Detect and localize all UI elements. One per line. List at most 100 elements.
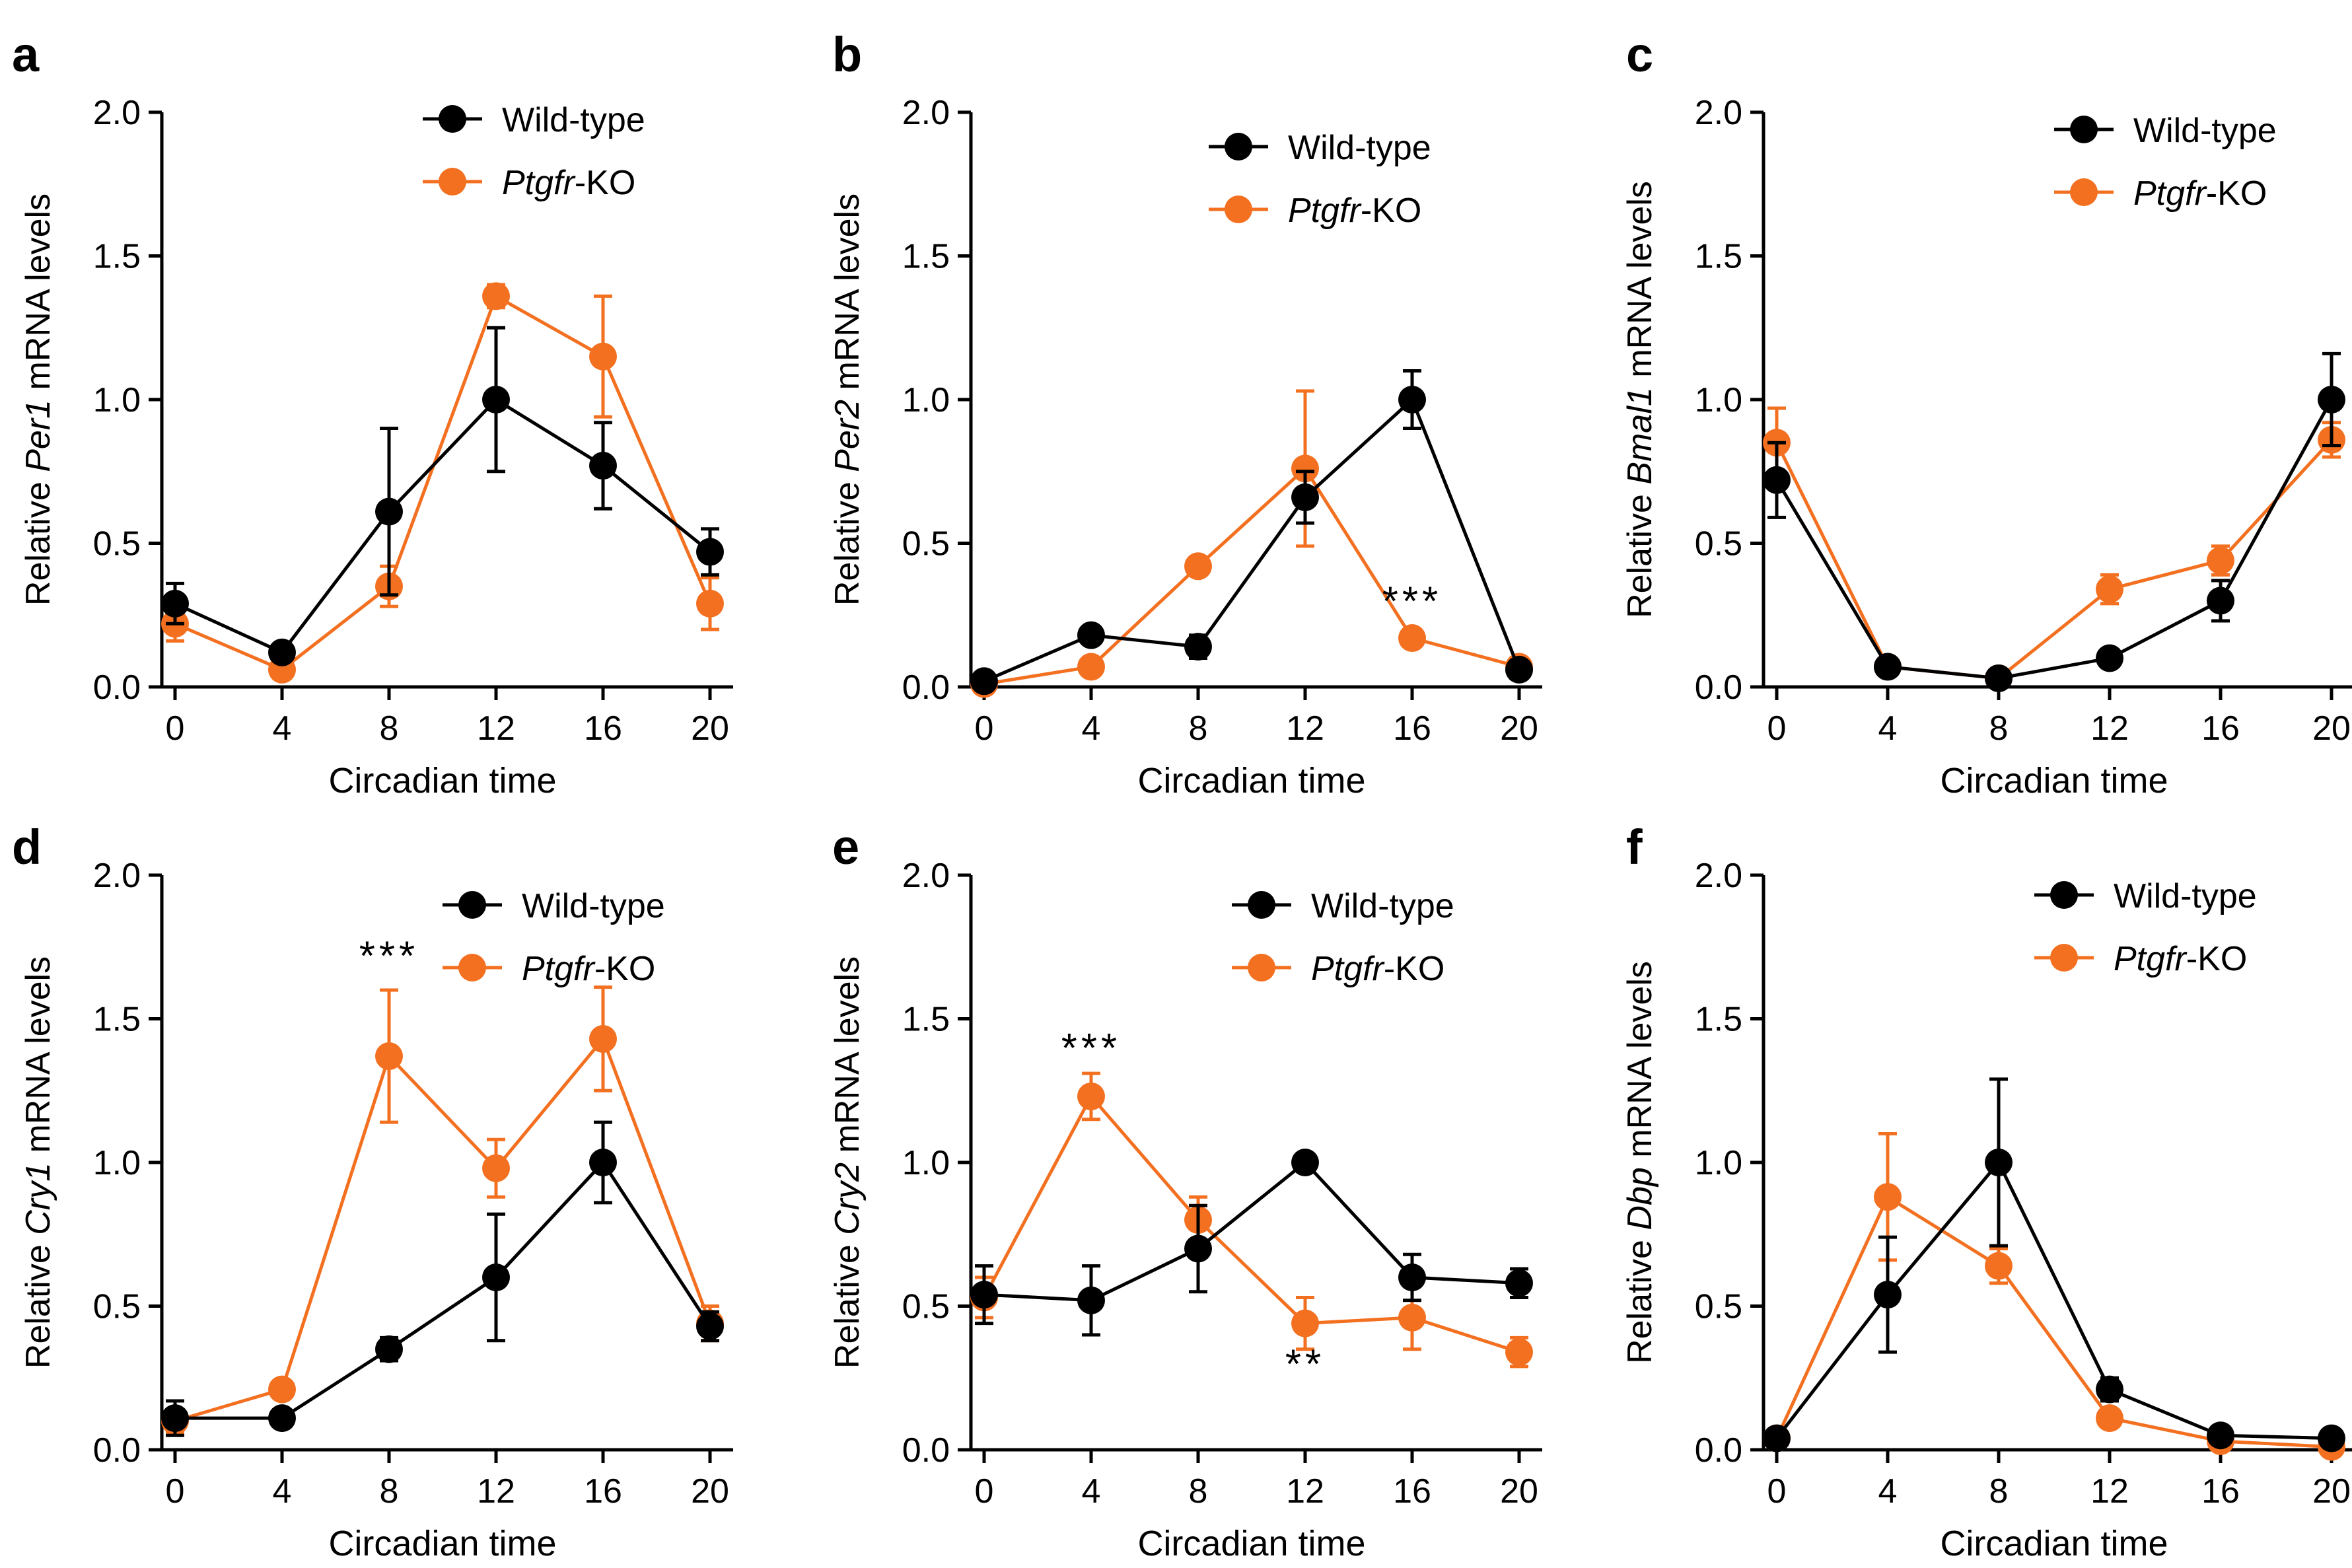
data-point xyxy=(2318,1424,2345,1452)
legend-label: Wild-type xyxy=(1288,129,1431,167)
y-tick-label: 0.5 xyxy=(1695,1288,1742,1326)
data-point xyxy=(1077,1082,1105,1110)
data-point xyxy=(589,452,617,480)
y-tick-label: 1.0 xyxy=(902,381,950,419)
data-point xyxy=(1398,386,1426,413)
y-tick-label: 1.5 xyxy=(902,238,950,276)
x-tick-label: 16 xyxy=(1393,709,1431,748)
y-tick-label: 0.5 xyxy=(1695,525,1742,563)
legend-label: Wild-type xyxy=(2133,112,2277,150)
x-tick-label: 12 xyxy=(2090,709,2129,748)
panel-d: d 0.0 0.5 1.0 1.5 2.0 0 4 8 12 16 20 Circadian time R… xyxy=(12,820,733,1563)
x-axis-label: Circadian time xyxy=(1940,1524,2168,1563)
y-tick-label: 1.0 xyxy=(93,1144,141,1182)
series-line xyxy=(1775,1195,2332,1449)
panel-letter: c xyxy=(1626,27,1653,82)
y-tick-label: 0.0 xyxy=(93,668,141,707)
x-tick-label: 20 xyxy=(2312,1472,2351,1511)
x-tick-label: 0 xyxy=(1767,709,1787,748)
data-point xyxy=(1184,1234,1212,1263)
legend-marker xyxy=(2070,178,2098,206)
series-line xyxy=(175,1160,712,1420)
y-axis-label: Relative Per2 mRNA levels xyxy=(828,194,867,606)
y-tick-label: 0.0 xyxy=(1695,1431,1742,1470)
x-tick-label: 4 xyxy=(1082,709,1101,748)
y-tick-label: 1.0 xyxy=(93,381,141,419)
series-line xyxy=(1775,1160,2332,1441)
data-point xyxy=(1077,1286,1105,1314)
legend-marker xyxy=(2050,944,2078,972)
x-tick-label: 12 xyxy=(477,1472,515,1511)
y-tick-label: 1.0 xyxy=(1695,381,1742,419)
y-tick-label: 1.5 xyxy=(902,1001,950,1039)
data-point xyxy=(1398,1264,1426,1291)
series-line xyxy=(983,1160,1520,1302)
legend: Wild-type Ptgfr-KO xyxy=(1209,129,1431,230)
series-line xyxy=(174,398,711,655)
data-point xyxy=(1291,1309,1319,1337)
legend-marker xyxy=(1225,196,1252,223)
y-tick-label: 2.0 xyxy=(93,857,141,895)
data-point xyxy=(589,1024,617,1053)
data-point xyxy=(1398,624,1426,653)
data-point xyxy=(1077,621,1105,649)
data-point xyxy=(696,1312,724,1340)
legend-label: Ptgfr-KO xyxy=(522,950,655,988)
legend-label: Ptgfr-KO xyxy=(1311,950,1444,988)
series-line xyxy=(983,398,1521,683)
x-axis-label: Circadian time xyxy=(328,1524,556,1563)
x-tick-label: 8 xyxy=(1189,1472,1208,1511)
x-tick-label: 4 xyxy=(1082,1472,1101,1511)
data-point xyxy=(1505,655,1533,684)
y-tick-label: 1.5 xyxy=(93,238,141,276)
series-ptgfr-ko xyxy=(161,282,724,684)
x-tick-label: 16 xyxy=(2201,709,2240,748)
legend-marker xyxy=(439,105,466,133)
series-wild-type xyxy=(970,369,1533,695)
data-point xyxy=(970,1281,998,1309)
data-point xyxy=(1505,1338,1533,1367)
x-tick-label: 20 xyxy=(1500,709,1538,748)
data-point xyxy=(1874,1281,1902,1309)
significance-marker: *** xyxy=(359,934,419,980)
data-point xyxy=(482,1154,510,1182)
data-point xyxy=(2096,1404,2123,1433)
data-point xyxy=(1184,633,1212,661)
panel-letter: b xyxy=(832,27,862,82)
legend-marker xyxy=(2070,116,2098,143)
x-tick-label: 20 xyxy=(1500,1472,1538,1511)
y-tick-label: 2.0 xyxy=(1695,857,1742,895)
x-tick-label: 12 xyxy=(1286,1472,1324,1511)
series-ptgfr-ko xyxy=(1763,1132,2345,1461)
series-ptgfr-ko xyxy=(1763,406,2345,692)
data-point xyxy=(1874,653,1902,681)
y-tick-label: 0.0 xyxy=(93,1431,141,1470)
data-point xyxy=(696,589,724,618)
legend-marker xyxy=(1225,133,1252,160)
x-tick-label: 0 xyxy=(1767,1472,1787,1511)
legend-marker xyxy=(1248,891,1275,919)
legend-label: Ptgfr-KO xyxy=(1288,192,1421,230)
x-tick-label: 8 xyxy=(1189,709,1208,748)
series-wild-type xyxy=(1763,351,2345,692)
legend-label: Ptgfr-KO xyxy=(2114,940,2247,978)
x-tick-label: 4 xyxy=(273,1472,292,1511)
y-axis-label: Relative Bmal1 mRNA levels xyxy=(1621,181,1659,618)
data-point xyxy=(1985,1149,2013,1176)
data-point xyxy=(2096,644,2123,672)
x-tick-label: 12 xyxy=(2090,1472,2129,1511)
legend: Wild-type Ptgfr-KO xyxy=(2054,112,2277,213)
legend-label: Wild-type xyxy=(522,887,665,925)
x-tick-label: 16 xyxy=(584,1472,622,1511)
y-tick-label: 0.5 xyxy=(93,1288,141,1326)
data-point xyxy=(2318,386,2345,413)
panel-letter: e xyxy=(832,820,859,874)
series-line xyxy=(174,294,712,672)
panel-b: b 0.0 0.5 1.0 1.5 2.0 0 4 8 12 16 20 Circadian time R… xyxy=(828,27,1542,801)
data-point xyxy=(2207,1421,2234,1450)
data-point xyxy=(1398,1303,1426,1332)
x-axis-label: Circadian time xyxy=(1137,1524,1365,1563)
legend: Wild-type Ptgfr-KO xyxy=(1232,887,1454,988)
series-line xyxy=(174,1037,712,1423)
